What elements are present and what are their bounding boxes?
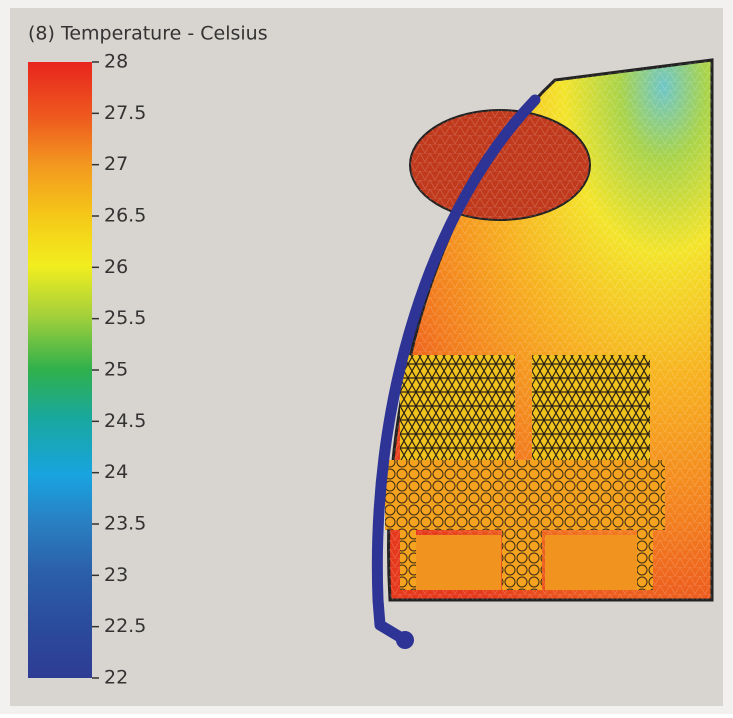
tick-label: 27.5 — [104, 102, 146, 124]
tick-label: 27 — [104, 153, 128, 175]
component-leg — [400, 530, 416, 590]
tick-label: 22.5 — [104, 615, 146, 637]
screenshot: (8) Temperature - Celsius 22 22.5 23 23.5 24… — [0, 0, 733, 714]
color-bar — [28, 62, 92, 678]
legend-title: (8) Temperature - Celsius — [28, 23, 268, 45]
component-base — [385, 460, 665, 530]
component-foot — [416, 535, 501, 590]
pipe-end — [396, 631, 414, 649]
component-block — [532, 355, 650, 460]
component-leg — [502, 530, 542, 590]
heat-source-mesh — [410, 110, 590, 220]
tick-label: 25.5 — [104, 307, 146, 329]
tick-label: 23.5 — [104, 513, 146, 535]
tick-label: 24.5 — [104, 410, 146, 432]
component-leg — [637, 530, 653, 590]
tick-label: 26 — [104, 256, 128, 278]
component-block — [400, 355, 515, 460]
tick-label: 22 — [104, 667, 128, 689]
tick-label: 23 — [104, 564, 128, 586]
tick-label: 25 — [104, 359, 128, 381]
tick-label: 24 — [104, 461, 128, 483]
tick-label: 26.5 — [104, 205, 146, 227]
component-foot — [545, 535, 637, 590]
simulation-domain — [377, 60, 712, 649]
tick-label: 28 — [104, 51, 128, 73]
